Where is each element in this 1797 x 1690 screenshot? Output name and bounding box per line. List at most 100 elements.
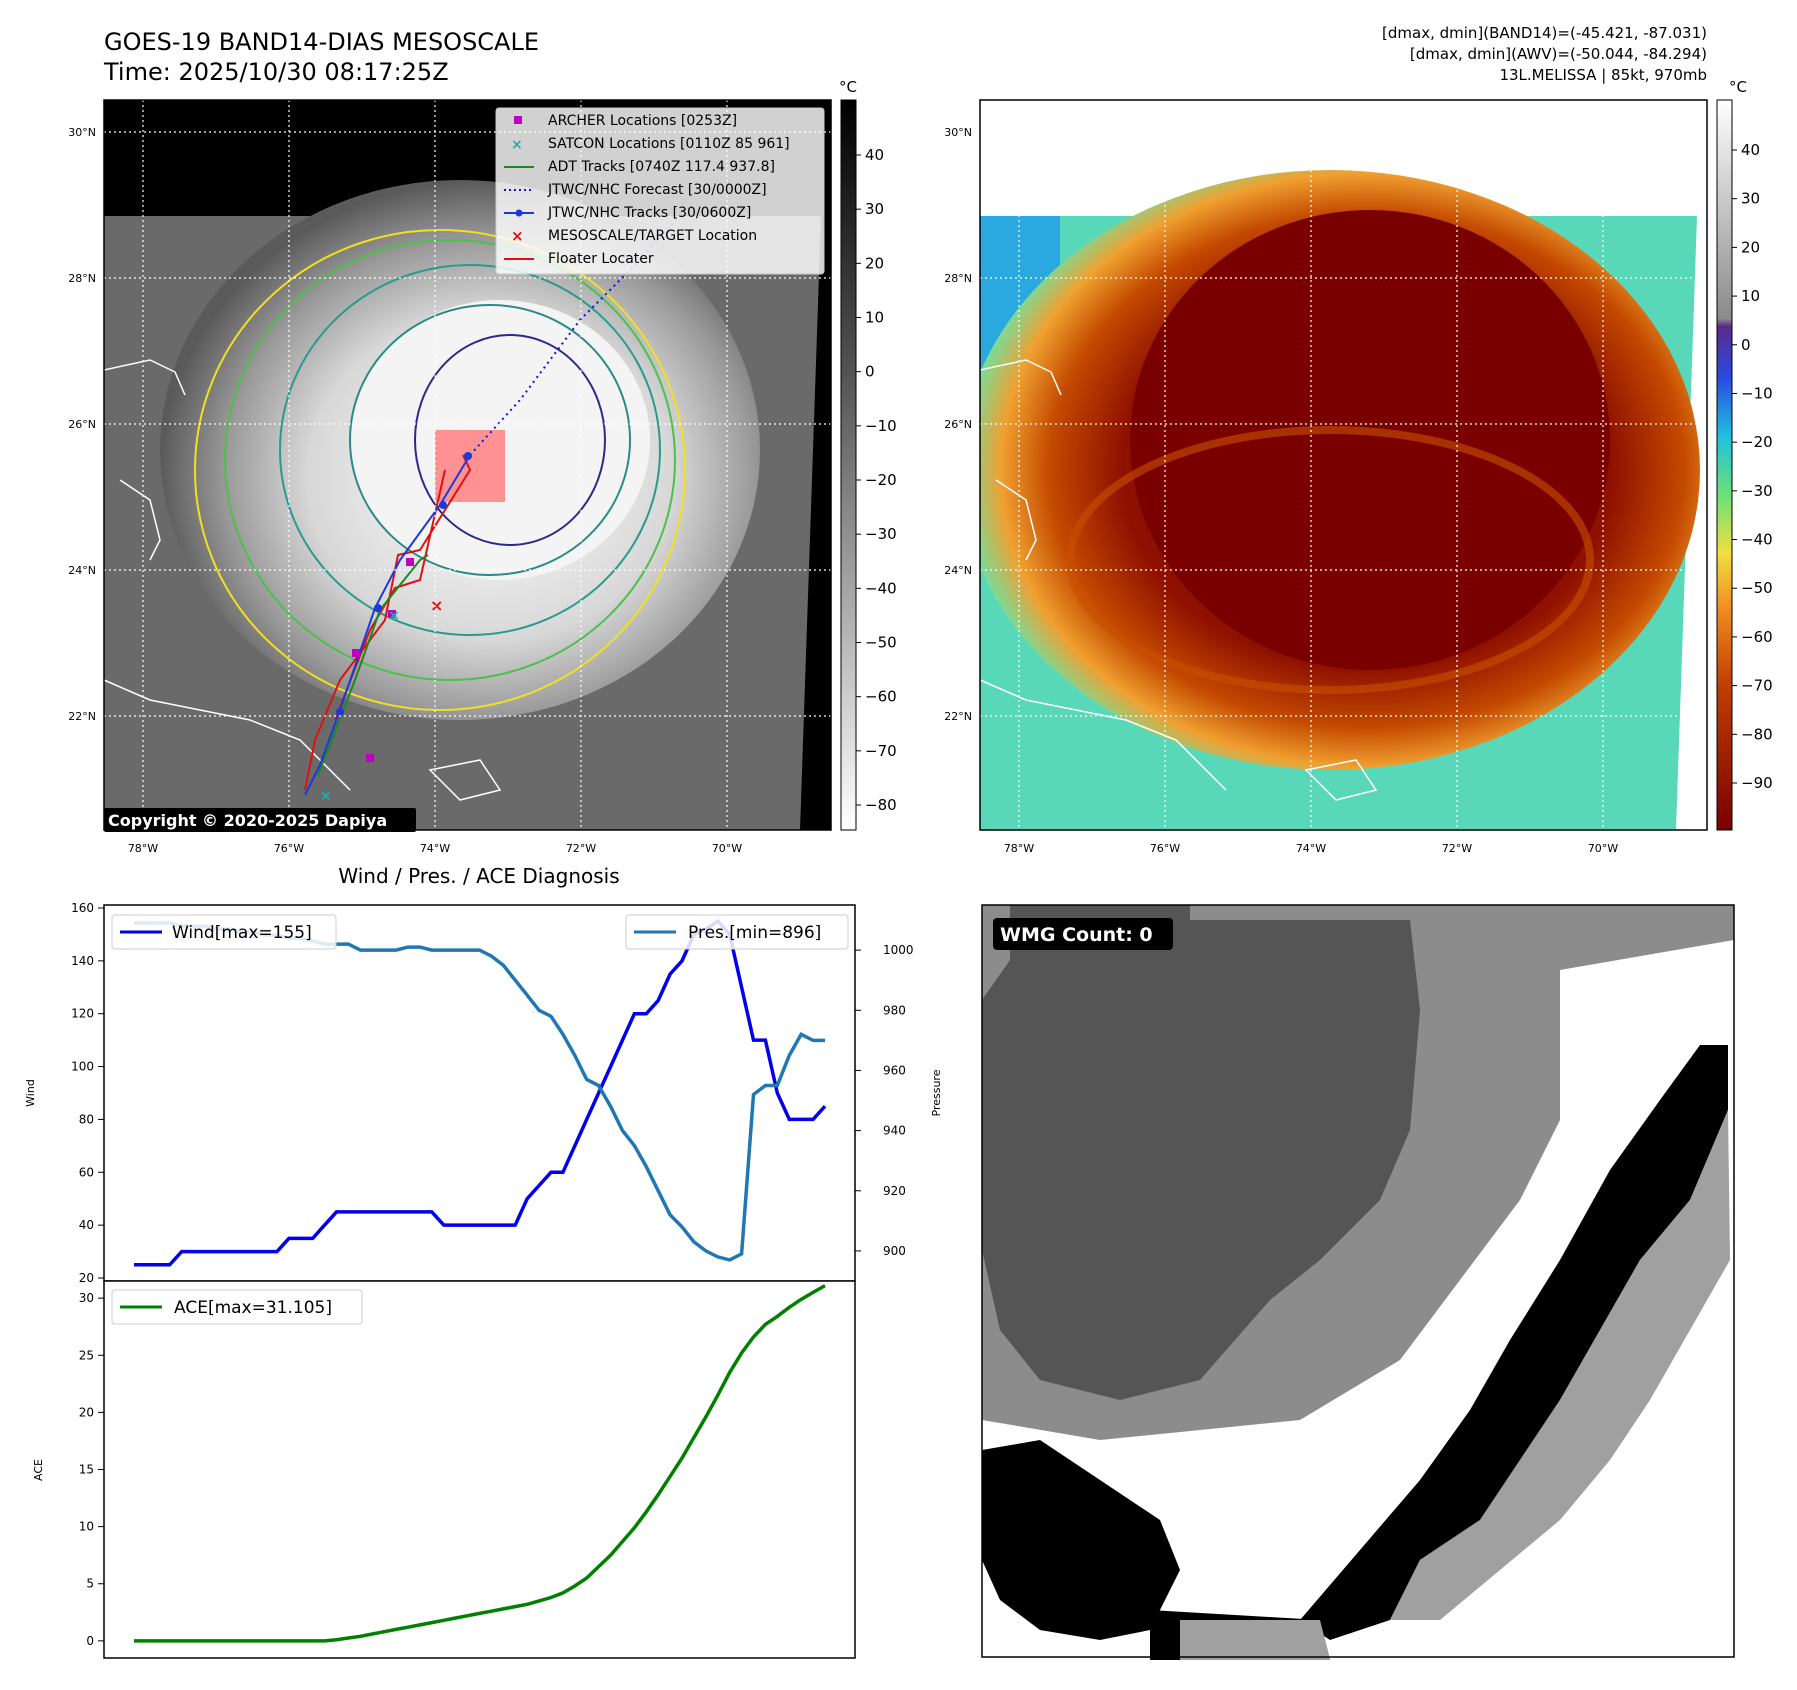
left-lon-labels: 78°W 76°W 74°W 72°W 70°W bbox=[128, 842, 742, 855]
coastline-right bbox=[980, 359, 1378, 801]
colorbar-tick-label: −10 bbox=[1741, 384, 1773, 402]
lon-label: 76°W bbox=[274, 842, 304, 855]
wind-chart-frame bbox=[103, 904, 856, 1282]
wmg-black-band-left bbox=[982, 1440, 1180, 1640]
left-lat-labels: 30°N 28°N 26°N 24°N 22°N bbox=[68, 126, 96, 723]
legend-archer-marker bbox=[514, 116, 522, 124]
left-colorbar-unit: °C bbox=[839, 78, 857, 96]
pres-y-ticks: 900 920 940 960 980 1000 bbox=[855, 943, 914, 1258]
colorbar-tick-label: −10 bbox=[865, 417, 897, 435]
wmg-gray-bottom bbox=[1180, 1620, 1330, 1660]
colorbar-tick-label: −30 bbox=[865, 525, 897, 543]
archer-marker bbox=[352, 649, 360, 657]
nhc-point bbox=[439, 501, 447, 509]
target-marker: × bbox=[430, 596, 443, 615]
ace-legend: ACE[max=31.105] bbox=[111, 1289, 363, 1325]
ace-y-tick-label: 15 bbox=[79, 1463, 94, 1477]
colorbar-tick-label: −80 bbox=[865, 796, 897, 814]
archer-marker bbox=[388, 610, 396, 618]
lat-label: 28°N bbox=[944, 272, 972, 285]
lon-label: 70°W bbox=[712, 842, 742, 855]
pres-y-tick-label: 1000 bbox=[883, 943, 914, 957]
wind-legend-box bbox=[111, 914, 337, 950]
mesoscale-box bbox=[435, 430, 505, 502]
legend-tracks-label: JTWC/NHC Tracks [30/0600Z] bbox=[547, 205, 751, 221]
ace-series-layer bbox=[134, 1284, 826, 1643]
left-map-panel: × × × 30°N 28°N 26°N 24°N 22°N bbox=[68, 99, 832, 855]
chart-time: Time: 2025/10/30 08:17:25Z bbox=[103, 58, 449, 86]
wind-y-tick-label: 20 bbox=[79, 1271, 94, 1285]
colorbar-tick-label: 0 bbox=[1741, 336, 1751, 354]
legend-floater-label: Floater Locater bbox=[548, 251, 654, 267]
legend-archer-label: ARCHER Locations [0253Z] bbox=[548, 113, 737, 129]
ace-ylabel: ACE bbox=[32, 1459, 45, 1481]
wind-legend: Wind[max=155] bbox=[111, 914, 337, 950]
left-map-legend: ARCHER Locations [0253Z] × SATCON Locati… bbox=[495, 107, 825, 275]
lat-label: 30°N bbox=[68, 126, 96, 139]
lon-label: 74°W bbox=[1296, 842, 1326, 855]
pres-y-tick-label: 940 bbox=[883, 1124, 906, 1138]
lon-label: 76°W bbox=[1150, 842, 1180, 855]
satcon-marker: × bbox=[388, 608, 400, 624]
legend-target-label: MESOSCALE/TARGET Location bbox=[548, 228, 757, 244]
colorbar-tick-label: −80 bbox=[1741, 725, 1773, 743]
nhc-point bbox=[336, 708, 344, 716]
colorbar-tick-label: 30 bbox=[1741, 190, 1760, 208]
pres-y-tick-label: 900 bbox=[883, 1244, 906, 1258]
right-lat-labels: 30°N 28°N 26°N 24°N 22°N bbox=[944, 126, 972, 723]
lon-label: 70°W bbox=[1588, 842, 1618, 855]
legend-box bbox=[495, 107, 825, 275]
wind-legend-label: Wind[max=155] bbox=[172, 923, 312, 943]
right-colorbar: °C 40 30 20 10 0 −10 −20 −30 −40 −50 −60 −70 −80 −90 bbox=[1716, 78, 1773, 831]
ace-y-ticks: 0 5 10 15 20 25 30 bbox=[79, 1291, 104, 1648]
colorbar-tick-label: −20 bbox=[1741, 433, 1773, 451]
lat-label: 28°N bbox=[68, 272, 96, 285]
nhc-point bbox=[464, 452, 472, 460]
legend-target-marker: × bbox=[511, 227, 524, 245]
colorbar-tick-label: −60 bbox=[865, 688, 897, 706]
colorbar-tick-label: 20 bbox=[1741, 238, 1760, 256]
lat-label: 22°N bbox=[68, 710, 96, 723]
coastline-left bbox=[104, 359, 502, 801]
ace-chart: 0 5 10 15 20 25 30 ACE ACE[max=31.105] bbox=[32, 1280, 856, 1659]
colorbar-tick-label: −70 bbox=[865, 742, 897, 760]
info-band14: [dmax, dmin](BAND14)=(-45.421, -87.031) bbox=[1382, 24, 1707, 42]
lon-label: 78°W bbox=[1004, 842, 1034, 855]
ace-y-tick-label: 5 bbox=[86, 1577, 94, 1591]
lat-label: 22°N bbox=[944, 710, 972, 723]
wmg-dark-gray-region bbox=[982, 905, 1420, 1400]
wmg-count-badge bbox=[993, 918, 1173, 950]
lon-label: 78°W bbox=[128, 842, 158, 855]
pressure-ylabel: Pressure bbox=[930, 1069, 943, 1116]
copyright-badge bbox=[104, 808, 416, 832]
copyright-text: Copyright © 2020-2025 Dapiya bbox=[108, 811, 387, 830]
nhc-point bbox=[374, 604, 382, 612]
colorbar-tick-label: −40 bbox=[1741, 531, 1773, 549]
contour-green bbox=[224, 239, 676, 681]
right-hot-band bbox=[1066, 426, 1594, 694]
colorbar-tick-label: −30 bbox=[1741, 482, 1773, 500]
archer-marker bbox=[366, 754, 374, 762]
lat-label: 24°N bbox=[68, 564, 96, 577]
lat-label: 26°N bbox=[944, 418, 972, 431]
wmg-count-text: WMG Count: 0 bbox=[1000, 924, 1153, 946]
left-colorbar: °C 40 30 20 10 0 −10 −20 −30 −40 −50 −60 −70 −80 bbox=[839, 78, 897, 831]
satcon-marker: × bbox=[320, 788, 332, 804]
ace-legend-label: ACE[max=31.105] bbox=[174, 1298, 332, 1318]
legend-forecast-label: JTWC/NHC Forecast [30/0000Z] bbox=[547, 182, 767, 198]
wind-ylabel: Wind bbox=[24, 1079, 37, 1107]
colorbar-tick-label: −70 bbox=[1741, 677, 1773, 695]
lat-label: 30°N bbox=[944, 126, 972, 139]
colorbar-tick-label: 40 bbox=[1741, 141, 1760, 159]
legend-satcon-marker: × bbox=[511, 137, 523, 153]
right-gridlines bbox=[980, 100, 1707, 830]
colorbar-tick-label: 10 bbox=[865, 309, 884, 327]
wmg-black-band-right bbox=[1300, 1045, 1728, 1640]
lat-label: 26°N bbox=[68, 418, 96, 431]
ace-y-tick-label: 10 bbox=[79, 1520, 94, 1534]
right-colorbar-unit: °C bbox=[1729, 78, 1747, 96]
legend-adt-label: ADT Tracks [0740Z 117.4 937.8] bbox=[548, 159, 775, 175]
right-map-frame bbox=[979, 99, 1708, 831]
legend-tracks-dot bbox=[515, 209, 523, 217]
legend-satcon-label: SATCON Locations [0110Z 85 961] bbox=[548, 136, 790, 152]
